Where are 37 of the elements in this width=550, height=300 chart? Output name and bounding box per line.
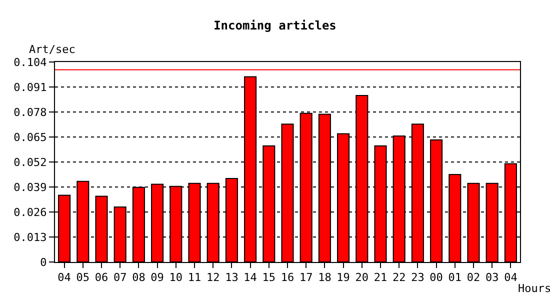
x-tick-label: 08	[132, 271, 146, 284]
x-tick-label: 16	[280, 271, 294, 284]
x-tick-label: 09	[150, 271, 164, 284]
x-tick-label: 04	[504, 271, 518, 284]
x-tick-label: 14	[244, 271, 258, 284]
x-tick-label: 04	[58, 271, 72, 284]
y-tick-label: 0.065	[14, 130, 47, 144]
y-tick-label: 0.091	[14, 80, 47, 94]
x-tick-label: 20	[355, 271, 369, 284]
x-tick-label: 15	[262, 271, 276, 284]
x-tick-label: 01	[448, 271, 462, 284]
x-tick-label: 00	[430, 271, 443, 284]
x-tick-label: 11	[188, 271, 202, 284]
x-tick-label: 06	[94, 271, 108, 284]
x-tick-label: 12	[206, 271, 220, 284]
x-tick-label: 03	[485, 271, 499, 284]
x-tick-label: 23	[411, 271, 424, 284]
x-axis-title: Hours	[518, 282, 550, 295]
x-tick-label: 10	[169, 271, 183, 284]
x-tick-label: 21	[374, 271, 388, 284]
y-tick-label: 0.052	[14, 156, 47, 169]
x-tick-label: 22	[392, 271, 406, 284]
y-tick-label: 0.104	[14, 56, 48, 69]
chart-title: Incoming articles	[214, 18, 336, 32]
y-tick-label: 0.078	[14, 106, 47, 119]
y-tick-label: 0.039	[14, 180, 47, 194]
y-tick-label: 0.026	[14, 206, 47, 219]
y-tick-label: 0.013	[14, 230, 47, 244]
x-tick-label: 05	[76, 271, 90, 284]
x-tick-label: 17	[299, 271, 313, 284]
x-tick-label: 02	[466, 271, 480, 284]
x-tick-label: 07	[113, 271, 127, 284]
x-tick-label: 19	[336, 271, 350, 284]
x-tick-label: 18	[318, 271, 332, 284]
y-axis-title: Art/sec	[29, 43, 76, 56]
y-tick-label: 0	[40, 256, 47, 269]
x-tick-label: 13	[225, 271, 238, 284]
